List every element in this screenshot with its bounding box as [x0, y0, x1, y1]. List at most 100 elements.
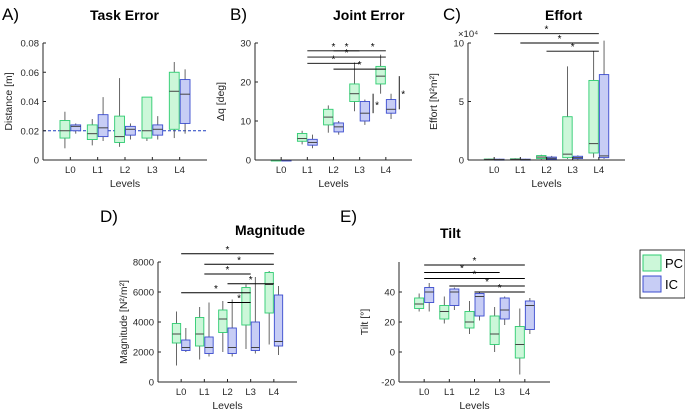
- panel-b-x-tick-label: L1: [302, 165, 313, 176]
- panel-d-y-axis-label: Magnitude [N²/m²]: [118, 280, 130, 364]
- panel-d-box-ic-l4: [273, 286, 284, 355]
- panel-d-box-ic-l4-iqr: [273, 294, 284, 347]
- panel-e-box-ic-l1-iqr: [449, 288, 460, 306]
- panel-d-significance-2-star: *: [237, 255, 241, 266]
- panel-a-y-tick-label: 0.04: [21, 97, 40, 108]
- panel-d-significance-1-star: *: [226, 245, 230, 256]
- panel-e-x-tick-label: L4: [520, 387, 531, 398]
- panel-c-y-tick-label: 5: [459, 97, 464, 108]
- panel-b-box-ic-l2: [333, 121, 344, 135]
- panel-e-box-ic-l2-iqr: [474, 293, 485, 317]
- panel-b-y-tick-label: 0: [246, 156, 251, 167]
- panel-e-box-pc-l3: [489, 307, 500, 352]
- panel-c-x-tick-label: L4: [594, 165, 605, 176]
- panel-d-box-pc-l0: [171, 311, 182, 366]
- panel-e-box-ic-l4-iqr: [524, 300, 535, 330]
- panel-a-y-tick-label: 0.06: [21, 68, 40, 79]
- panel-d-box-ic-l3: [250, 277, 260, 354]
- panel-b-box-ic-l2-iqr: [333, 122, 344, 133]
- panel-e-y-tick-label: 0: [390, 348, 395, 359]
- panel-a-box-pc-l3: [141, 96, 153, 141]
- panel-e-y-axis-label: Tilt [°]: [359, 309, 371, 336]
- panel-a-y-tick-label: 0.02: [21, 126, 40, 137]
- panel-d-x-tick-label: L4: [269, 387, 280, 398]
- legend-label-ic: IC: [665, 277, 678, 292]
- panel-c-box-pc-l3: [562, 66, 573, 159]
- panel-d-box-pc-l2: [218, 301, 228, 352]
- panel-b-title: Joint Error: [333, 7, 405, 23]
- panel-a-box-ic-l1-iqr: [97, 114, 109, 138]
- panel-d-box-pc-l4: [264, 271, 274, 345]
- panel-e-significance-1-star: *: [473, 256, 477, 267]
- panel-a-x-tick-label: L0: [65, 165, 76, 176]
- panel-c-box-pc-l4: [588, 51, 599, 158]
- panel-e-significance-3-star: *: [473, 270, 477, 281]
- panel-e-y-tick-label: 20: [384, 318, 395, 329]
- panel-d-x-tick-label: L1: [199, 387, 210, 398]
- panel-c-y-axis-label: Effort [N²m²]: [428, 73, 440, 130]
- panel-d: D) Magnitude 0 2000 4000 6000 8000 L0 L1 L2 L3 L4 Le…: [100, 207, 305, 411]
- panel-a-letter: A): [2, 5, 19, 24]
- panel-d-box-pc-l3-iqr: [241, 287, 251, 326]
- panel-e-box-pc-l0-iqr: [414, 297, 425, 309]
- panel-d-box-ic-l0: [181, 328, 191, 352]
- panel-a-box-pc-l4-iqr: [168, 71, 180, 130]
- panel-e-x-tick-label: L1: [444, 387, 455, 398]
- panel-b-box-ic-l4: [385, 93, 397, 120]
- panel-e-x-tick-label: L2: [469, 387, 480, 398]
- panel-c-box-pc-l2: [536, 154, 547, 160]
- panel-d-box-ic-l0-iqr: [181, 339, 191, 351]
- panel-b-x-tick-label: L3: [354, 165, 365, 176]
- panel-e-y-tick-label: 40: [384, 288, 395, 299]
- legend-label-pc: PC: [665, 256, 683, 271]
- panel-e-y-tick-label: -20: [381, 378, 395, 389]
- panel-a-x-tick-label: L2: [120, 165, 131, 176]
- panel-b-box-pc-l2: [323, 105, 334, 133]
- panel-a-box-ic-l2-iqr: [125, 125, 136, 136]
- panel-b: B) Joint Error 0 10 20 30 L0 L1 L2 L3 L4 Levels Δq […: [215, 5, 412, 190]
- panel-d-box-pc-l2-iqr: [218, 309, 228, 333]
- panel-b-box-pc-l1-iqr: [296, 133, 308, 142]
- panel-e-significance-5-star: *: [498, 283, 502, 294]
- panel-a-x-tick-label: L1: [92, 165, 103, 176]
- panel-c-x-axis-label: Levels: [531, 178, 561, 190]
- panel-e-significance-4-star: *: [485, 277, 489, 288]
- panel-a-box-ic-l4-iqr: [179, 79, 191, 124]
- legend-swatch-pc: [642, 254, 662, 272]
- panel-c-significance-3-star: *: [571, 42, 575, 53]
- panel-d-y-tick-label: 0: [149, 378, 154, 389]
- panel-a-x-axis-label: Levels: [110, 178, 140, 190]
- panel-e-x-tick-label: L3: [494, 387, 505, 398]
- panel-c-box-ic-l4-iqr: [598, 74, 610, 159]
- panel-b-y-tick-label: 20: [240, 78, 251, 89]
- panel-b-significance-6-star: *: [358, 60, 362, 71]
- panel-b-significance-5-star: *: [332, 54, 336, 65]
- panel-b-significance-8-star: *: [401, 90, 405, 101]
- panel-d-y-tick-label: 8000: [133, 258, 154, 269]
- panel-e-box-pc-l1-iqr: [439, 305, 450, 320]
- panel-a-box-ic-l3-iqr: [152, 124, 164, 136]
- panel-a-box-ic-l1: [97, 97, 109, 141]
- panel-c-x-tick-label: L1: [515, 165, 526, 176]
- panel-c-y-exponent: ×10⁴: [458, 29, 478, 40]
- panel-d-y-tick-label: 2000: [133, 348, 154, 359]
- panel-c-box-pc-l3-iqr: [562, 116, 573, 159]
- panel-c: C) Effort 0 5 10×10⁴ L0 L1 L2 L3 L4 Levels Effort […: [428, 5, 625, 190]
- panel-e-box-pc-l1: [439, 296, 450, 324]
- panel-a-box-ic-l0: [70, 123, 82, 134]
- panel-e-title: Tilt: [440, 225, 461, 241]
- panel-e-box-pc-l4-iqr: [514, 326, 525, 359]
- panel-a-box-ic-l2: [125, 123, 136, 140]
- panel-d-significance-3-star: *: [226, 265, 230, 276]
- panel-b-box-pc-l3: [349, 62, 360, 112]
- panel-e-box-pc-l3-iqr: [489, 315, 500, 345]
- panel-d-box-pc-l4-iqr: [264, 272, 274, 314]
- panel-d-y-tick-label: 4000: [133, 318, 154, 329]
- panel-a-box-pc-l1: [86, 119, 98, 146]
- panel-d-significance-4-star: *: [249, 275, 253, 286]
- panel-a-x-tick-label: L3: [147, 165, 158, 176]
- panel-d-box-pc-l1-iqr: [195, 317, 205, 347]
- panel-a-box-ic-l4: [179, 69, 191, 134]
- panel-b-box-pc-l4: [375, 54, 386, 94]
- panel-d-box-pc-l1: [195, 307, 205, 360]
